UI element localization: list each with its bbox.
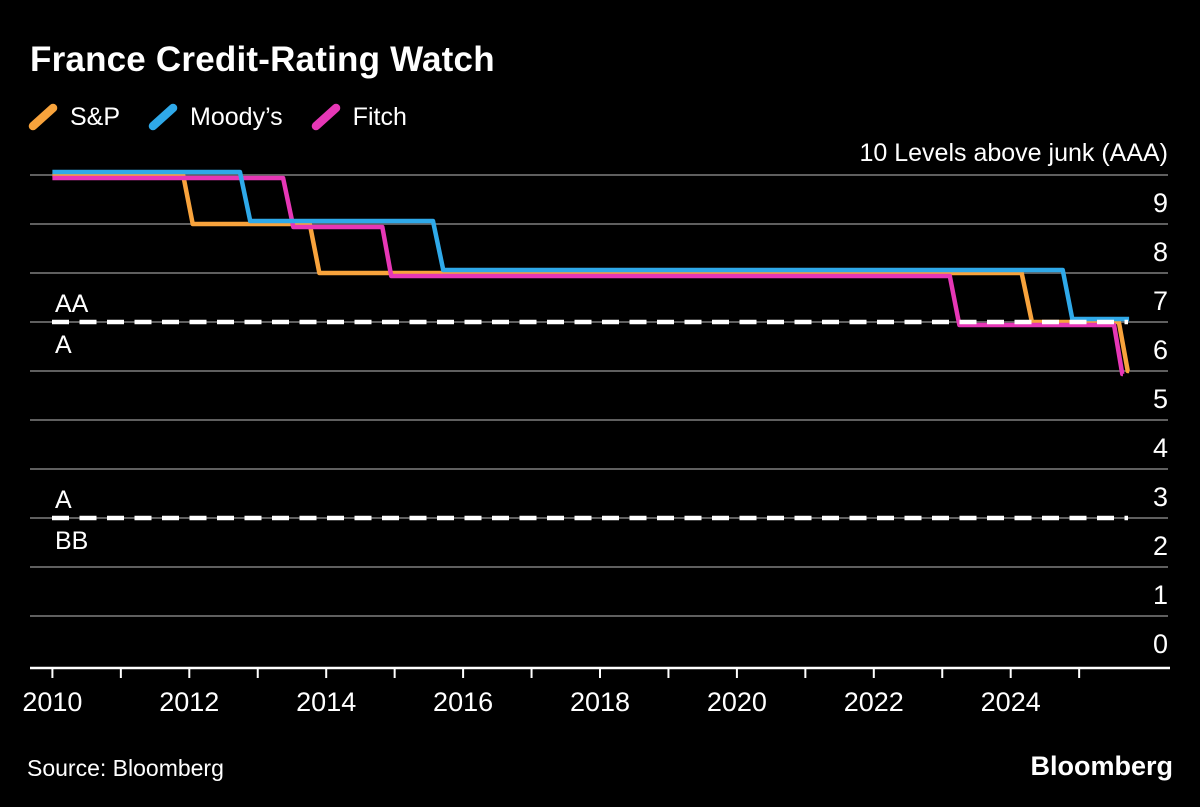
legend-label-moodys: Moody’s bbox=[190, 102, 283, 131]
x-tick-label-2012: 2012 bbox=[159, 687, 219, 717]
band-label-above-AA: AA bbox=[55, 290, 89, 318]
legend-item-fitch: Fitch bbox=[311, 102, 407, 132]
x-tick-label-2018: 2018 bbox=[570, 687, 630, 717]
x-tick-label-2024: 2024 bbox=[981, 687, 1041, 717]
legend-item-moodys: Moody’s bbox=[148, 102, 283, 132]
legend-label-fitch: Fitch bbox=[352, 102, 407, 131]
x-tick-label-2016: 2016 bbox=[433, 687, 493, 717]
y-tick-label-7: 7 bbox=[1153, 286, 1168, 316]
fitch-swatch-stroke bbox=[311, 103, 340, 131]
axis-unit-note: 10 Levels above junk (AAA) bbox=[859, 139, 1168, 167]
y-tick-label-9: 9 bbox=[1153, 188, 1168, 218]
sp-swatch-stroke bbox=[28, 103, 58, 131]
moodys-line-swatch-icon bbox=[148, 103, 178, 131]
legend: S&P Moody’s Fitch bbox=[28, 102, 407, 132]
x-tick-label-2014: 2014 bbox=[296, 687, 356, 717]
fitch-line-swatch-icon bbox=[311, 103, 340, 131]
y-tick-label-8: 8 bbox=[1153, 237, 1168, 267]
x-tick-label-2022: 2022 bbox=[844, 687, 904, 717]
series-line-sp bbox=[52, 172, 1130, 374]
y-tick-label-5: 5 bbox=[1153, 384, 1168, 414]
x-tick-label-2010: 2010 bbox=[22, 687, 82, 717]
series-line-moodys bbox=[52, 169, 1130, 322]
band-label-above-A: A bbox=[55, 486, 72, 514]
legend-item-sp: S&P bbox=[28, 102, 120, 132]
band-label-below-A: A bbox=[55, 331, 72, 359]
band-label-below-BB: BB bbox=[55, 527, 88, 555]
legend-label-sp: S&P bbox=[70, 102, 121, 131]
y-tick-label-2: 2 bbox=[1153, 531, 1168, 561]
y-tick-label-1: 1 bbox=[1153, 580, 1168, 610]
x-tick-label-2020: 2020 bbox=[707, 687, 767, 717]
bloomberg-logo: Bloomberg bbox=[1030, 751, 1173, 781]
sp-line-swatch-icon bbox=[28, 103, 58, 131]
chart-title: France Credit-Rating Watch bbox=[30, 40, 495, 79]
source-caption: Source: Bloomberg bbox=[27, 755, 224, 781]
moodys-swatch-stroke bbox=[148, 103, 178, 131]
series-line-fitch bbox=[52, 175, 1125, 377]
y-tick-label-3: 3 bbox=[1153, 482, 1168, 512]
y-tick-label-4: 4 bbox=[1153, 433, 1168, 463]
y-tick-label-6: 6 bbox=[1153, 335, 1168, 365]
y-tick-label-0: 0 bbox=[1153, 629, 1168, 659]
